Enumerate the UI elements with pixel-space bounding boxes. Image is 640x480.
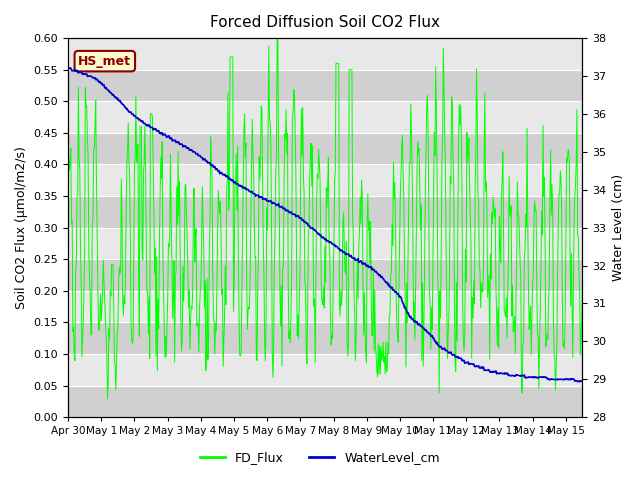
FD_Flux [435, 298, 442, 304]
Bar [68, 291, 582, 323]
Bar [68, 259, 582, 291]
Y-axis label: Soil CO2 Flux (μmol/m2/s): Soil CO2 Flux (μmol/m2/s) [15, 146, 28, 309]
Text: HS_met: HS_met [78, 55, 131, 68]
Bar [68, 38, 582, 70]
FD_Flux [64, 218, 72, 224]
Bar [68, 101, 582, 133]
WaterLevel_cm [67, 65, 74, 71]
Legend: FD_Flux, WaterLevel_cm: FD_Flux, WaterLevel_cm [195, 446, 445, 469]
WaterLevel_cm [137, 118, 145, 124]
FD_Flux [273, 35, 281, 41]
WaterLevel_cm [284, 208, 292, 214]
FD_Flux [67, 162, 74, 168]
Bar [68, 228, 582, 259]
Line: FD_Flux: FD_Flux [68, 38, 582, 398]
Line: WaterLevel_cm: WaterLevel_cm [68, 68, 582, 382]
Bar [68, 323, 582, 354]
Bar [68, 385, 582, 417]
FD_Flux [137, 124, 145, 130]
WaterLevel_cm [446, 350, 454, 356]
WaterLevel_cm [67, 65, 75, 71]
FD_Flux [447, 181, 455, 187]
FD_Flux [285, 336, 292, 341]
WaterLevel_cm [434, 342, 442, 348]
Bar [68, 133, 582, 165]
Title: Forced Diffusion Soil CO2 Flux: Forced Diffusion Soil CO2 Flux [211, 15, 440, 30]
Bar [68, 196, 582, 228]
WaterLevel_cm [64, 65, 72, 71]
Y-axis label: Water Level (cm): Water Level (cm) [612, 174, 625, 281]
Bar [68, 165, 582, 196]
Bar [68, 70, 582, 101]
FD_Flux [579, 278, 586, 284]
Bar [68, 354, 582, 385]
WaterLevel_cm [579, 378, 586, 384]
WaterLevel_cm [304, 220, 312, 226]
FD_Flux [305, 235, 312, 240]
WaterLevel_cm [576, 379, 584, 384]
FD_Flux [104, 396, 111, 401]
